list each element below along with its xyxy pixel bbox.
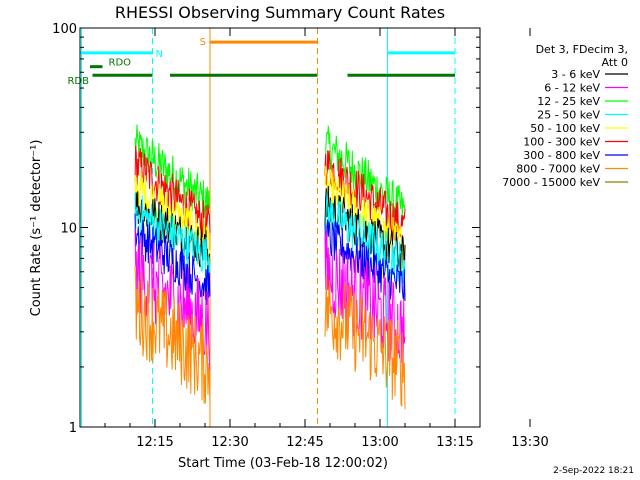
x-tick-label-4: 13:15 <box>436 435 473 450</box>
x-axis-label: Start Time (03-Feb-18 12:00:02) <box>178 456 388 471</box>
legend-header-1: Att 0 <box>602 56 628 69</box>
flag-s-label: S <box>200 37 206 48</box>
x-tick-label-5: 13:30 <box>511 435 548 450</box>
legend-header-0: Det 3, FDecim 3, <box>536 43 628 56</box>
x-tick-label-2: 12:45 <box>286 435 323 450</box>
y-axis: 1 10 100 <box>52 22 480 436</box>
series-12-25-kev-segment-0 <box>134 124 211 219</box>
x-axis: 12:15 12:30 12:45 13:00 13:15 13:30 <box>104 28 549 450</box>
legend-label-1: 6 - 12 keV <box>544 82 600 95</box>
flag-rdb-label: RDB <box>67 76 89 87</box>
series-12-25-kev-segment-1 <box>324 125 406 223</box>
flag-rdo-label: RDO <box>109 58 132 69</box>
series-25-50-kev-segment-1 <box>324 192 406 284</box>
legend-label-8: 7000 - 15000 keV <box>502 176 600 189</box>
flag-bars: N S RDO RDB <box>67 37 455 87</box>
legend-label-6: 300 - 800 keV <box>523 149 600 162</box>
x-tick-label-0: 12:15 <box>136 435 173 450</box>
legend-label-3: 25 - 50 keV <box>537 109 600 122</box>
x-tick-label-1: 12:30 <box>211 435 248 450</box>
y-tick-label-1: 10 <box>60 222 77 237</box>
timestamp: 2-Sep-2022 18:21 <box>553 466 634 476</box>
legend-label-2: 12 - 25 keV <box>537 95 600 108</box>
legend-label-0: 3 - 6 keV <box>551 68 600 81</box>
y-tick-label-2: 100 <box>52 22 77 37</box>
series-layer <box>134 124 406 410</box>
x-tick-label-3: 13:00 <box>361 435 398 450</box>
y-tick-label-0: 1 <box>69 421 77 436</box>
series-800-7000-kev-segment-0 <box>134 266 211 405</box>
legend-label-5: 100 - 300 keV <box>523 136 600 149</box>
series-100-300-kev-segment-0 <box>134 145 211 244</box>
legend-label-7: 800 - 7000 keV <box>516 163 600 176</box>
chart-title: RHESSI Observing Summary Count Rates <box>115 3 445 22</box>
y-axis-label: Count Rate (s⁻¹ detector⁻¹) <box>29 140 44 317</box>
series-800-7000-kev-segment-1 <box>324 273 406 410</box>
flag-n-label: N <box>156 49 163 60</box>
series-25-50-kev-segment-0 <box>134 192 211 280</box>
legend-label-4: 50 - 100 keV <box>530 122 600 135</box>
